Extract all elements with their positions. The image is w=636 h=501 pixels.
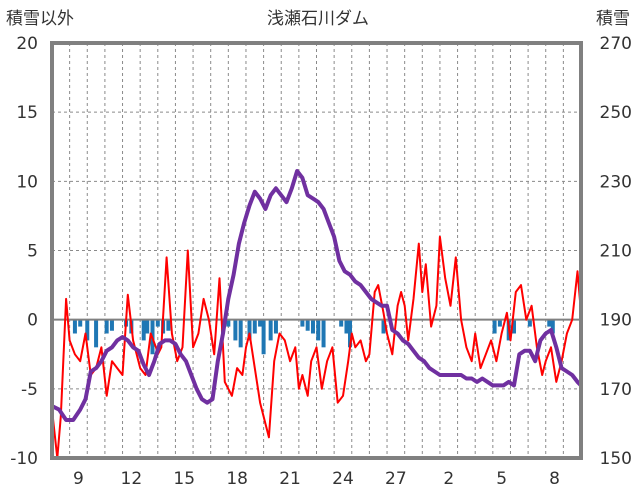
y-left-tick-label: 5: [27, 242, 38, 262]
precipitation-bar: [305, 319, 310, 331]
snow-depth-line: [51, 169, 583, 422]
precipitation-bar: [155, 319, 160, 327]
precipitation-bar: [381, 319, 386, 334]
y-right-tick-label: 250: [600, 103, 632, 123]
left-axis-title: 積雪以外: [6, 9, 74, 29]
y-left-tick-label: 10: [16, 172, 38, 192]
precipitation-bar: [300, 319, 305, 327]
grid: [52, 43, 581, 458]
precipitation-bar: [85, 319, 90, 341]
precipitation-bar: [344, 319, 349, 334]
x-tick-label: 21: [279, 469, 301, 489]
precipitation-bar: [268, 319, 273, 341]
precipitation-bar: [316, 319, 321, 341]
y-right-tick-label: 170: [600, 380, 632, 400]
precipitation-bar: [141, 319, 146, 341]
x-tick-label: 8: [549, 469, 560, 489]
x-tick-label: 27: [385, 469, 407, 489]
precipitation-bar: [497, 319, 502, 327]
right-tick-labels: 150 170 190 210 230 250 270: [600, 34, 632, 469]
precipitation-bar: [104, 319, 109, 334]
precipitation-bar: [310, 319, 315, 334]
y-left-tick-label: 20: [16, 34, 38, 54]
precipitation-bar: [339, 319, 344, 327]
precipitation-bar: [72, 319, 77, 334]
precipitation-bar: [511, 319, 516, 334]
precipitation-bar: [233, 319, 238, 341]
x-tick-label: 9: [73, 469, 84, 489]
precipitation-bar: [258, 319, 263, 327]
precipitation-bar: [145, 319, 150, 334]
x-tick-label: 15: [173, 469, 195, 489]
y-left-tick-label: -10: [10, 449, 38, 469]
precipitation-bar: [321, 319, 326, 348]
precipitation-bar: [78, 319, 83, 327]
left-tick-labels: -10 -5 0 5 10 15 20: [10, 34, 38, 469]
series-lines: [51, 169, 583, 459]
precipitation-bar: [226, 319, 231, 327]
x-tick-label: 12: [121, 469, 143, 489]
precipitation-bar: [261, 319, 266, 355]
x-tick-label: 18: [226, 469, 248, 489]
precipitation-bar: [547, 319, 552, 327]
y-left-tick-label: 0: [27, 311, 38, 331]
y-left-tick-label: -5: [21, 380, 38, 400]
y-right-tick-label: 190: [600, 311, 632, 331]
precipitation-bar: [273, 319, 278, 334]
precipitation-bar: [94, 319, 99, 348]
y-right-tick-label: 210: [600, 242, 632, 262]
precipitation-bar: [238, 319, 243, 348]
plot-frame: [50, 41, 583, 460]
precipitation-bar: [247, 319, 252, 341]
x-tick-labels: 9 12 15 18 21 24 27 2 5 8: [73, 469, 560, 489]
y-right-tick-label: 270: [600, 34, 632, 54]
y-right-tick-label: 230: [600, 172, 632, 192]
x-tick-label: 24: [332, 469, 354, 489]
precipitation-bar: [527, 319, 532, 327]
precipitation-bars: [72, 319, 555, 355]
y-left-tick-label: 15: [16, 103, 38, 123]
chart-title: 浅瀬石川ダム: [267, 9, 369, 29]
precipitation-bar: [348, 319, 353, 348]
x-tick-label: 5: [496, 469, 507, 489]
y-right-tick-label: 150: [600, 449, 632, 469]
x-tick-label: 2: [443, 469, 454, 489]
right-axis-title: 積雪: [596, 9, 630, 29]
precipitation-bar: [109, 319, 114, 331]
precipitation-bar: [550, 319, 555, 334]
precipitation-bar: [166, 319, 171, 331]
precipitation-bar: [492, 319, 497, 334]
precipitation-bar: [252, 319, 257, 334]
